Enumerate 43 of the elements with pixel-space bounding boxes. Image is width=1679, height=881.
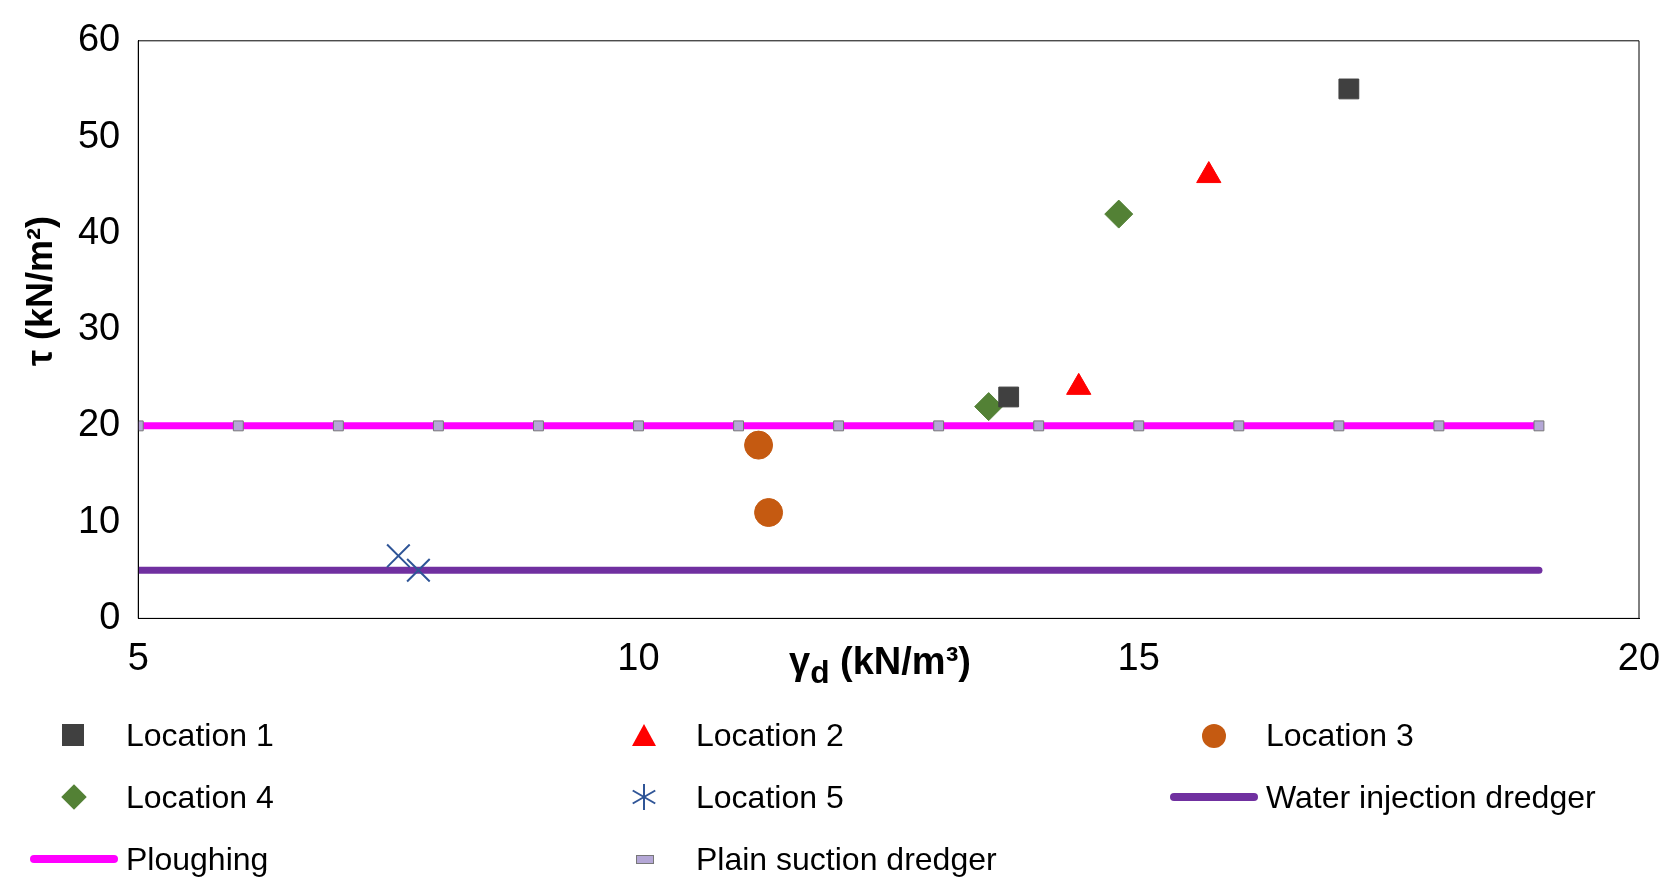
point: [1338, 78, 1360, 100]
legend-label: Location 4: [126, 778, 274, 816]
y-tick-label: 60: [77, 17, 121, 60]
y-axis-title: τ (kN/m²): [19, 214, 61, 369]
legend-label: Location 5: [696, 778, 844, 816]
x-tick-label: 5: [127, 635, 149, 678]
y-tick-label: 0: [99, 594, 121, 637]
point: [1533, 420, 1545, 432]
y-tick-label: 20: [77, 402, 121, 445]
point: [432, 420, 444, 432]
point: [332, 420, 344, 432]
point: [1233, 420, 1245, 432]
point: [1104, 199, 1134, 229]
y-tick-label: 50: [77, 113, 121, 156]
point: [1333, 420, 1345, 432]
point: [998, 386, 1020, 408]
point: [386, 543, 411, 569]
legend-label: Location 2: [696, 716, 844, 754]
x-tick-label: 20: [1617, 635, 1661, 678]
point: [232, 420, 244, 432]
point: [754, 498, 784, 528]
x-tick-label: 10: [617, 635, 660, 678]
point: [406, 557, 431, 583]
y-tick-label: 30: [77, 306, 121, 349]
legend-label: Location 3: [1266, 716, 1414, 754]
point: [1033, 420, 1045, 432]
legend-label: Plain suction dredger: [696, 840, 997, 878]
x-axis-title: γ$_{d}$ (kN/m³): [789, 640, 971, 690]
point: [833, 420, 845, 432]
x-tick-label: 15: [1117, 635, 1160, 678]
legend-label: Location 1: [126, 716, 274, 754]
point: [633, 420, 644, 432]
point: [733, 420, 745, 432]
point: [1433, 420, 1445, 432]
point: [533, 420, 544, 432]
y-tick-label: 10: [77, 498, 121, 541]
legend-label: Water injection dredger: [1266, 778, 1596, 816]
y-tick-label: 40: [77, 209, 121, 252]
point: [1133, 420, 1145, 432]
point: [744, 430, 774, 460]
legend-label: Ploughing: [126, 840, 269, 878]
point: [933, 420, 945, 432]
point: [974, 392, 1004, 422]
